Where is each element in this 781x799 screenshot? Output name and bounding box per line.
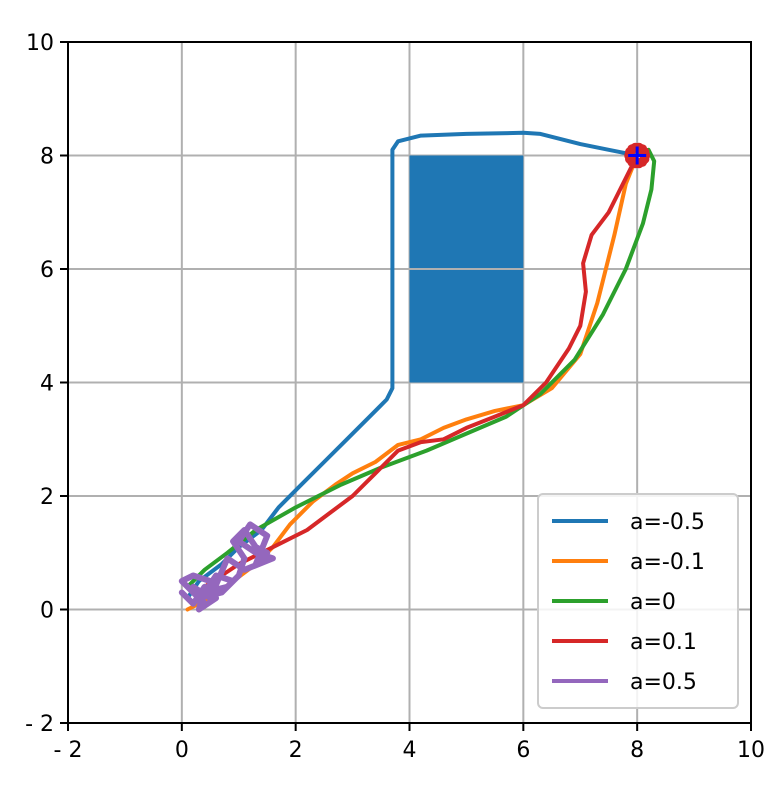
y-tick-label-5: 8 bbox=[40, 145, 54, 170]
ticks: - 2 0 2 4 6 8 10 - 2 0 2 4 6 8 10 bbox=[25, 31, 765, 763]
goal-layer bbox=[624, 142, 651, 169]
legend-label-1: a=-0.1 bbox=[630, 550, 705, 575]
obstacle-layer bbox=[409, 155, 524, 383]
series-line-3 bbox=[202, 153, 640, 589]
x-tick-label-6: 10 bbox=[737, 738, 765, 763]
legend-label-0: a=-0.5 bbox=[630, 510, 705, 535]
y-tick-label-4: 6 bbox=[40, 258, 54, 283]
y-tick-label-3: 4 bbox=[40, 372, 54, 397]
legend-box bbox=[537, 493, 739, 709]
series-line-0 bbox=[185, 130, 640, 601]
x-tick-label-0: - 2 bbox=[54, 738, 83, 763]
x-tick-label-2: 2 bbox=[289, 738, 303, 763]
series-line-4 bbox=[178, 521, 276, 613]
y-tick-label-6: 10 bbox=[26, 31, 54, 56]
legend-label-4: a=0.5 bbox=[630, 670, 697, 695]
legend-label-2: a=0 bbox=[630, 590, 676, 615]
x-tick-label-4: 6 bbox=[516, 738, 530, 763]
series-layer bbox=[178, 130, 657, 613]
y-tick-label-1: 0 bbox=[40, 599, 54, 624]
x-tick-label-5: 8 bbox=[630, 738, 644, 763]
x-tick-label-1: 0 bbox=[175, 738, 189, 763]
y-tick-label-0: - 2 bbox=[25, 712, 54, 737]
x-tick-label-3: 4 bbox=[403, 738, 417, 763]
legend: a=-0.5 a=-0.1 a=0 a=0.1 a=0.5 bbox=[537, 493, 739, 709]
y-tick-label-2: 2 bbox=[40, 485, 54, 510]
legend-label-3: a=0.1 bbox=[630, 630, 697, 655]
